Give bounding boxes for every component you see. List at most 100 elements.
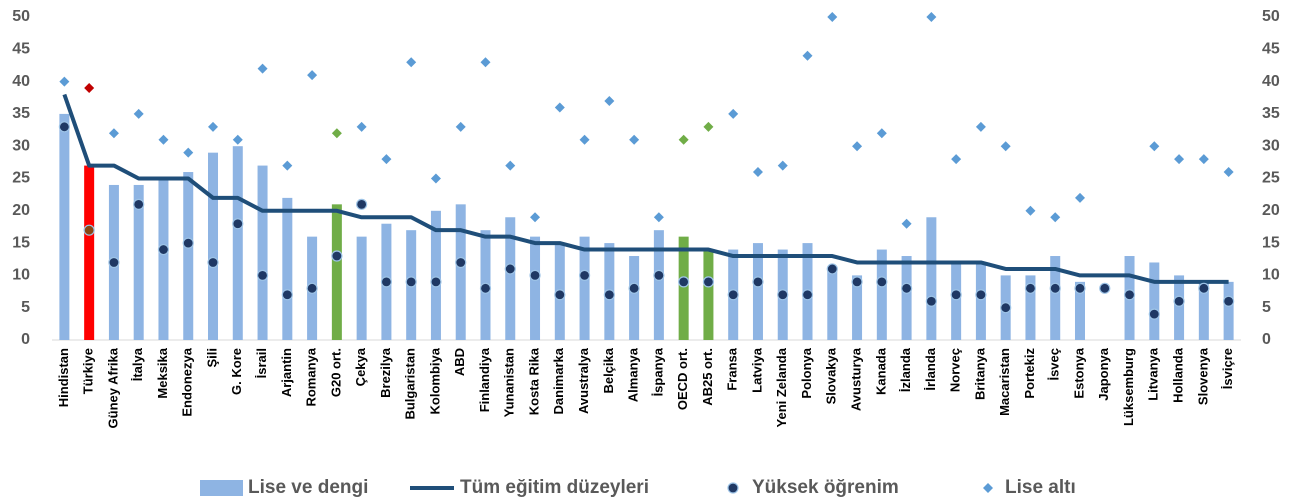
bar (232, 146, 243, 340)
diamond (232, 134, 243, 145)
x-tick-label: Romanya (304, 347, 319, 406)
dot (281, 289, 293, 301)
bar (678, 236, 689, 340)
dot (1099, 282, 1111, 294)
bar (926, 217, 937, 340)
x-tick-label: Arjantin (279, 348, 294, 397)
bar (505, 217, 516, 340)
dot (826, 263, 838, 275)
bar (455, 204, 466, 340)
legend-swatch (983, 483, 993, 493)
x-tick-label: Avustralya (576, 347, 591, 414)
x-tick-label: Fransa (725, 347, 740, 390)
bar (331, 204, 342, 340)
dot (479, 282, 492, 294)
diamond (1223, 167, 1234, 178)
diamond (752, 167, 763, 178)
x-tick-label: Estonya (1071, 347, 1086, 398)
bar (257, 165, 268, 340)
dot (578, 269, 591, 281)
dot (58, 121, 70, 133)
dot (455, 256, 467, 269)
x-tick-label: Endonezya (180, 347, 195, 416)
legend-swatch (200, 480, 243, 496)
y2-tick-label: 0 (1262, 331, 1271, 348)
legend-label: Lise altı (1005, 477, 1076, 498)
y2-tick-label: 10 (1262, 267, 1280, 284)
y2-tick-label: 35 (1262, 105, 1280, 122)
x-tick-label: Yeni Zelanda (774, 347, 789, 427)
diamond (1074, 192, 1085, 203)
dot (1049, 282, 1061, 294)
diamond (901, 218, 912, 229)
dot (603, 289, 615, 301)
x-tick-label: Latviya (749, 347, 764, 393)
y-tick-label: 35 (12, 105, 30, 122)
diamond (257, 63, 268, 74)
dot (232, 218, 244, 230)
bar (852, 275, 863, 340)
dot (1123, 289, 1136, 301)
diamond (975, 121, 986, 132)
diamond (480, 57, 491, 68)
bar (430, 210, 441, 340)
bar (356, 236, 367, 340)
x-tick-label: Litvanya (1146, 347, 1161, 401)
x-tick-label: G. Kore (229, 348, 244, 395)
x-tick-label: Slovakya (824, 347, 839, 404)
legend-swatch (727, 482, 739, 494)
diamond (530, 212, 541, 223)
y-tick-label: 20 (12, 202, 30, 219)
diamond (554, 102, 565, 113)
x-tick-label: Kolombiya (427, 347, 442, 414)
diamond (108, 128, 119, 139)
diamond (1198, 154, 1209, 165)
bar (1223, 281, 1234, 340)
diamond (579, 134, 590, 145)
dot (157, 243, 170, 256)
x-tick-label: İsveç (1047, 348, 1062, 381)
dot (876, 276, 888, 288)
dot (380, 276, 393, 288)
diamond (282, 160, 293, 171)
bar (1074, 281, 1085, 340)
x-tick-label: Finlandiya (477, 347, 492, 412)
bar (530, 236, 541, 340)
dot (925, 295, 937, 307)
y-tick-label: 0 (21, 331, 30, 348)
x-tick-label: Macaristan (997, 348, 1012, 416)
dot (306, 282, 318, 294)
x-tick-label: Belçika (601, 347, 616, 393)
dot (702, 276, 715, 288)
dot (727, 289, 739, 301)
bar (282, 197, 293, 340)
diamond (183, 147, 194, 158)
diamond (802, 50, 813, 61)
x-tick-label: Almanya (626, 347, 641, 402)
y-tick-label: 40 (12, 73, 30, 90)
diamond (852, 141, 863, 152)
x-tick-label: Kosta Rika (526, 347, 541, 415)
diamond (307, 70, 318, 81)
y-tick-label: 5 (21, 299, 30, 316)
dot (1024, 282, 1037, 294)
diamond (604, 95, 615, 106)
x-tick-label: Yunanistan (502, 348, 517, 417)
y2-tick-label: 20 (1262, 202, 1280, 219)
bar (1198, 281, 1209, 340)
y2-tick-label: 5 (1262, 299, 1271, 316)
bar (901, 256, 912, 340)
dot (801, 289, 814, 301)
bar (158, 178, 169, 340)
dot (529, 269, 541, 281)
dot (108, 256, 120, 269)
bar (653, 230, 664, 340)
x-tick-label: Norveç (948, 348, 963, 392)
bar (84, 165, 95, 340)
y2-tick-label: 50 (1262, 8, 1280, 25)
dot (182, 237, 194, 249)
x-tick-label: ABD (452, 348, 467, 376)
diamond (356, 121, 367, 132)
bar (827, 268, 838, 340)
dot (851, 276, 863, 288)
